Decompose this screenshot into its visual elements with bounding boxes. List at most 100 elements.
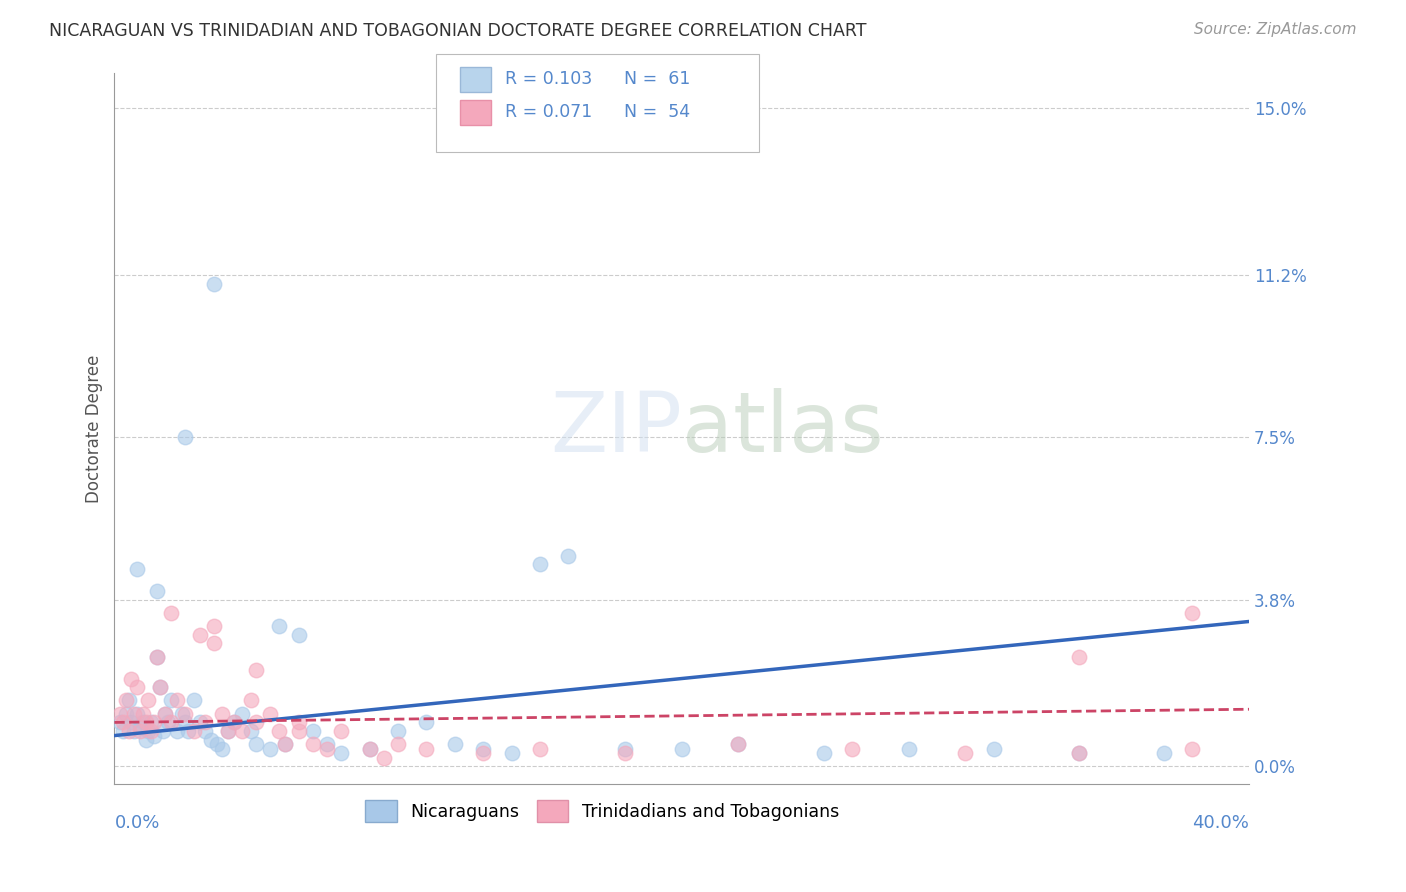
Point (141, 724, 163, 739)
Point (143, 715, 166, 730)
Point (316, 737, 339, 751)
Point (614, 746, 637, 760)
Point (132, 706, 155, 721)
Point (129, 720, 152, 734)
Point (174, 715, 197, 730)
Point (529, 558, 551, 572)
Point (727, 737, 749, 751)
Point (117, 724, 139, 739)
Point (288, 715, 311, 730)
Point (111, 724, 134, 739)
Point (160, 693, 183, 707)
Point (1067, 649, 1090, 664)
Point (177, 724, 200, 739)
Text: N =  54: N = 54 (624, 103, 690, 121)
Point (155, 706, 177, 721)
Point (259, 706, 281, 721)
Point (288, 627, 311, 641)
Point (183, 693, 205, 707)
Point (146, 649, 169, 664)
Point (108, 706, 131, 721)
Point (231, 724, 253, 739)
Point (1181, 741, 1204, 756)
Point (259, 741, 281, 756)
Point (239, 724, 262, 739)
Point (267, 724, 290, 739)
Legend: Nicaraguans, Trinidadians and Tobagonians: Nicaraguans, Trinidadians and Tobagonian… (359, 793, 846, 829)
Point (245, 715, 267, 730)
Y-axis label: Doctorate Degree: Doctorate Degree (86, 354, 103, 502)
Point (174, 430, 197, 444)
Point (983, 741, 1005, 756)
Text: Source: ZipAtlas.com: Source: ZipAtlas.com (1194, 22, 1357, 37)
Point (727, 737, 749, 751)
Point (245, 663, 267, 677)
Point (127, 562, 149, 576)
Point (472, 741, 495, 756)
Point (146, 583, 169, 598)
Point (841, 741, 863, 756)
Point (202, 636, 225, 650)
Point (160, 606, 183, 620)
Point (122, 706, 145, 721)
Text: ZIP: ZIP (550, 388, 682, 469)
Point (194, 715, 217, 730)
Point (529, 741, 551, 756)
Point (273, 737, 295, 751)
Point (330, 746, 353, 760)
Point (143, 729, 166, 743)
Point (146, 649, 169, 664)
Point (359, 741, 381, 756)
Point (813, 746, 835, 760)
Point (149, 681, 172, 695)
Point (222, 715, 245, 730)
Point (614, 741, 637, 756)
Point (501, 746, 523, 760)
Point (152, 724, 174, 739)
Point (211, 741, 233, 756)
Point (120, 715, 142, 730)
Text: N =  61: N = 61 (624, 70, 690, 88)
Point (141, 715, 163, 730)
Point (267, 619, 290, 633)
Point (202, 619, 225, 633)
Text: 40.0%: 40.0% (1192, 814, 1249, 832)
Point (129, 724, 152, 739)
Point (415, 715, 437, 730)
Point (671, 741, 693, 756)
Text: R = 0.071: R = 0.071 (505, 103, 592, 121)
Point (120, 672, 142, 686)
Point (330, 724, 353, 739)
Point (415, 741, 437, 756)
Point (188, 627, 211, 641)
Point (217, 724, 239, 739)
Point (557, 549, 579, 563)
Text: NICARAGUAN VS TRINIDADIAN AND TOBAGONIAN DOCTORATE DEGREE CORRELATION CHART: NICARAGUAN VS TRINIDADIAN AND TOBAGONIAN… (49, 22, 866, 40)
Point (443, 737, 465, 751)
Point (138, 724, 160, 739)
Point (183, 724, 205, 739)
Point (111, 715, 134, 730)
Point (387, 724, 409, 739)
Point (245, 737, 267, 751)
Point (955, 746, 977, 760)
Point (166, 693, 188, 707)
Point (108, 715, 131, 730)
Point (231, 706, 253, 721)
Point (157, 715, 180, 730)
Point (316, 741, 339, 756)
Point (1067, 746, 1090, 760)
Point (114, 706, 136, 721)
Point (205, 737, 228, 751)
Point (117, 693, 139, 707)
Text: R = 0.103: R = 0.103 (505, 70, 592, 88)
Point (200, 733, 222, 747)
Point (1181, 606, 1204, 620)
Point (239, 693, 262, 707)
Text: 0.0%: 0.0% (114, 814, 160, 832)
Point (273, 737, 295, 751)
Point (166, 724, 188, 739)
Point (172, 706, 194, 721)
Text: atlas: atlas (682, 388, 883, 469)
Point (160, 715, 183, 730)
